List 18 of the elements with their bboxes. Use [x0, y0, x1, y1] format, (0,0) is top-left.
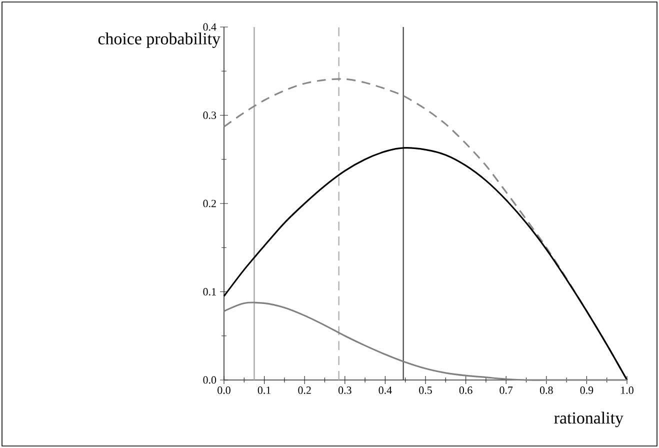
x-tick-label: 0.8: [540, 386, 553, 394]
x-tick-label: 0.3: [338, 386, 352, 394]
x-tick-label: 0.9: [580, 386, 594, 394]
y-axis-title: choice probability: [98, 32, 220, 48]
x-tick-label: 0.7: [500, 386, 513, 394]
x-tick-label: 0.5: [419, 386, 432, 394]
x-tick-label: 0.6: [459, 386, 472, 394]
y-tick-label: 0.2: [203, 200, 216, 208]
x-tick-label: 1.0: [621, 386, 634, 394]
y-tick-label: 0.0: [203, 376, 216, 384]
y-tick-label: 0.4: [203, 23, 216, 31]
x-tick-label: 0.2: [298, 386, 311, 394]
x-tick-label: 0.0: [218, 386, 230, 394]
x-tick-label: 0.1: [258, 386, 270, 394]
x-axis-title: rationality: [554, 412, 624, 428]
y-tick-label: 0.3: [203, 112, 216, 119]
x-tick-label: 0.4: [378, 386, 392, 394]
y-tick-label: 0.1: [203, 288, 216, 296]
